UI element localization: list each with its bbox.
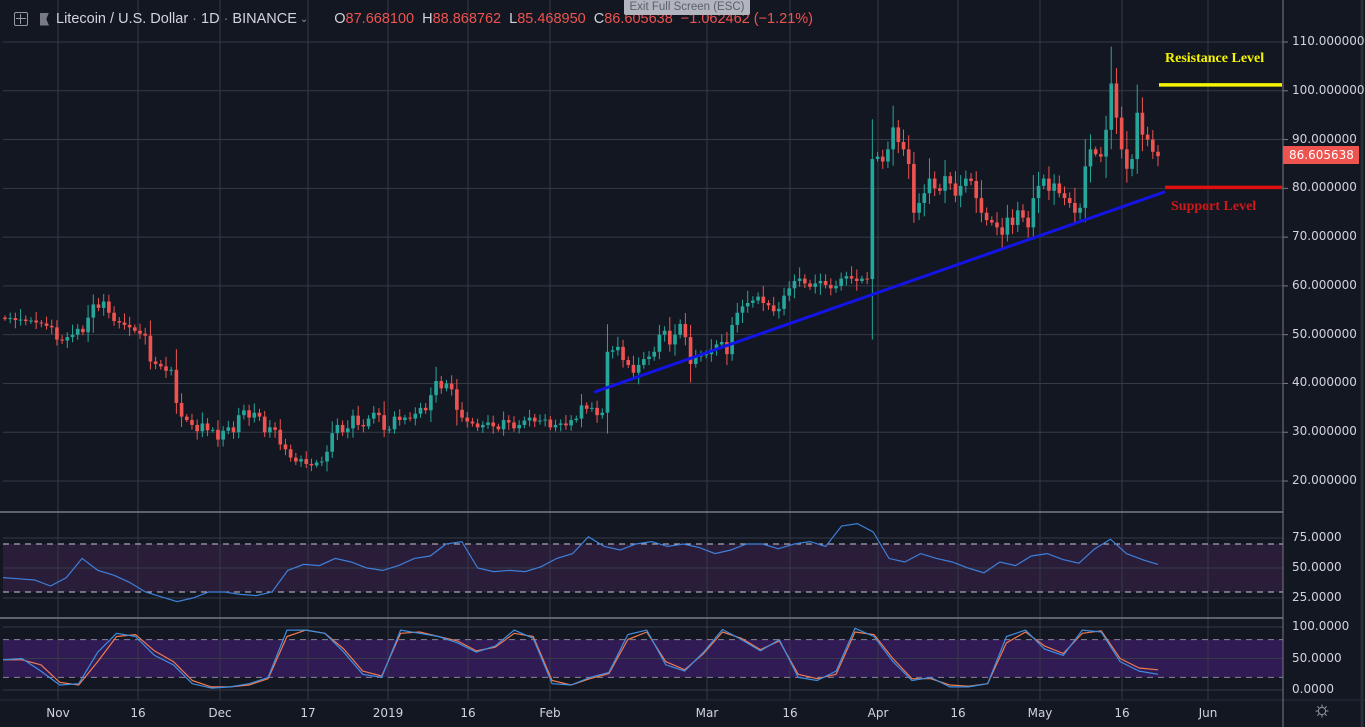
low-key: L — [509, 11, 518, 27]
rsi-axis-label: 25.0000 — [1292, 590, 1342, 604]
time-axis-label: 17 — [300, 706, 316, 720]
open-value: 87.668100 — [345, 11, 415, 27]
price-axis-label: 20.000000 — [1292, 473, 1357, 488]
time-axis-label: Jun — [1198, 706, 1218, 720]
interval-label[interactable]: 1D — [201, 11, 220, 27]
price-axis-label: 50.000000 — [1292, 326, 1357, 341]
stoch-k-line — [2, 627, 1159, 689]
time-axis-label: Nov — [46, 706, 70, 720]
rsi-axis-label: 50.0000 — [1292, 560, 1342, 574]
resistance-level-label: Resistance Level — [1165, 51, 1265, 66]
time-axis-label: 16 — [950, 706, 966, 720]
time-axis-label: Dec — [208, 706, 232, 720]
high-key: H — [422, 11, 433, 27]
last-price-tag: 86.605638 — [1283, 146, 1359, 164]
time-axis-label: May — [1027, 706, 1053, 720]
time-axis-label: 16 — [782, 706, 798, 720]
support-level-label: Support Level — [1171, 199, 1257, 214]
stoch-d-line — [3, 629, 1159, 688]
rsi-line — [2, 522, 1159, 603]
stoch-axis-label: 50.0000 — [1292, 650, 1342, 665]
time-axis-label: 16 — [130, 706, 146, 720]
price-axis-label: 100.000000 — [1292, 82, 1365, 97]
change-value: −1.062462 (−1.21%) — [680, 11, 813, 27]
time-axis-label: Apr — [867, 706, 889, 720]
low-value: 85.468950 — [517, 11, 586, 27]
symbol-title[interactable]: Litecoin / U.S. Dollar — [56, 11, 189, 27]
price-axis-label: 60.000000 — [1292, 277, 1357, 292]
rsi-axis-label: 75.0000 — [1292, 530, 1342, 544]
chevron-down-icon[interactable]: ⌄ — [299, 13, 309, 25]
time-axis-label: 16 — [460, 706, 476, 720]
price-axis-label: 40.000000 — [1292, 375, 1357, 390]
open-key: O — [334, 11, 346, 27]
settings-gear-icon[interactable] — [1315, 704, 1329, 718]
price-axis-label: 30.000000 — [1292, 424, 1357, 439]
price-axis-label: 80.000000 — [1292, 180, 1357, 195]
stoch-axis-label: 100.0000 — [1292, 619, 1350, 633]
price-axis-label: 90.000000 — [1292, 131, 1357, 146]
time-axis-label: Feb — [539, 706, 561, 720]
time-axis-label: Mar — [695, 706, 719, 720]
candlestick-series[interactable] — [3, 46, 1160, 472]
close-key: C — [593, 11, 605, 27]
symbol-legend: Litecoin / U.S. Dollar · 1D · BINANCE ⌄ … — [14, 8, 821, 30]
price-axis-label: 110.000000 — [1292, 34, 1365, 48]
symbol-flag-icon — [40, 12, 49, 26]
time-axis-label: 2019 — [372, 706, 404, 720]
exchange-label[interactable]: BINANCE — [232, 11, 297, 27]
price-axis-label: 70.000000 — [1292, 229, 1357, 244]
separator-dot: · — [192, 11, 198, 27]
close-value: 86.605638 — [604, 11, 673, 27]
separator-dot: · — [223, 11, 229, 27]
support-trendline[interactable] — [593, 190, 1166, 394]
high-value: 88.868762 — [432, 11, 502, 27]
compare-plus-icon[interactable] — [14, 12, 28, 26]
exit-fullscreen-tooltip[interactable]: Exit Full Screen (ESC) — [624, 0, 750, 15]
stoch-axis-label: 0.0000 — [1292, 682, 1334, 696]
time-axis-label: 16 — [1114, 706, 1130, 720]
